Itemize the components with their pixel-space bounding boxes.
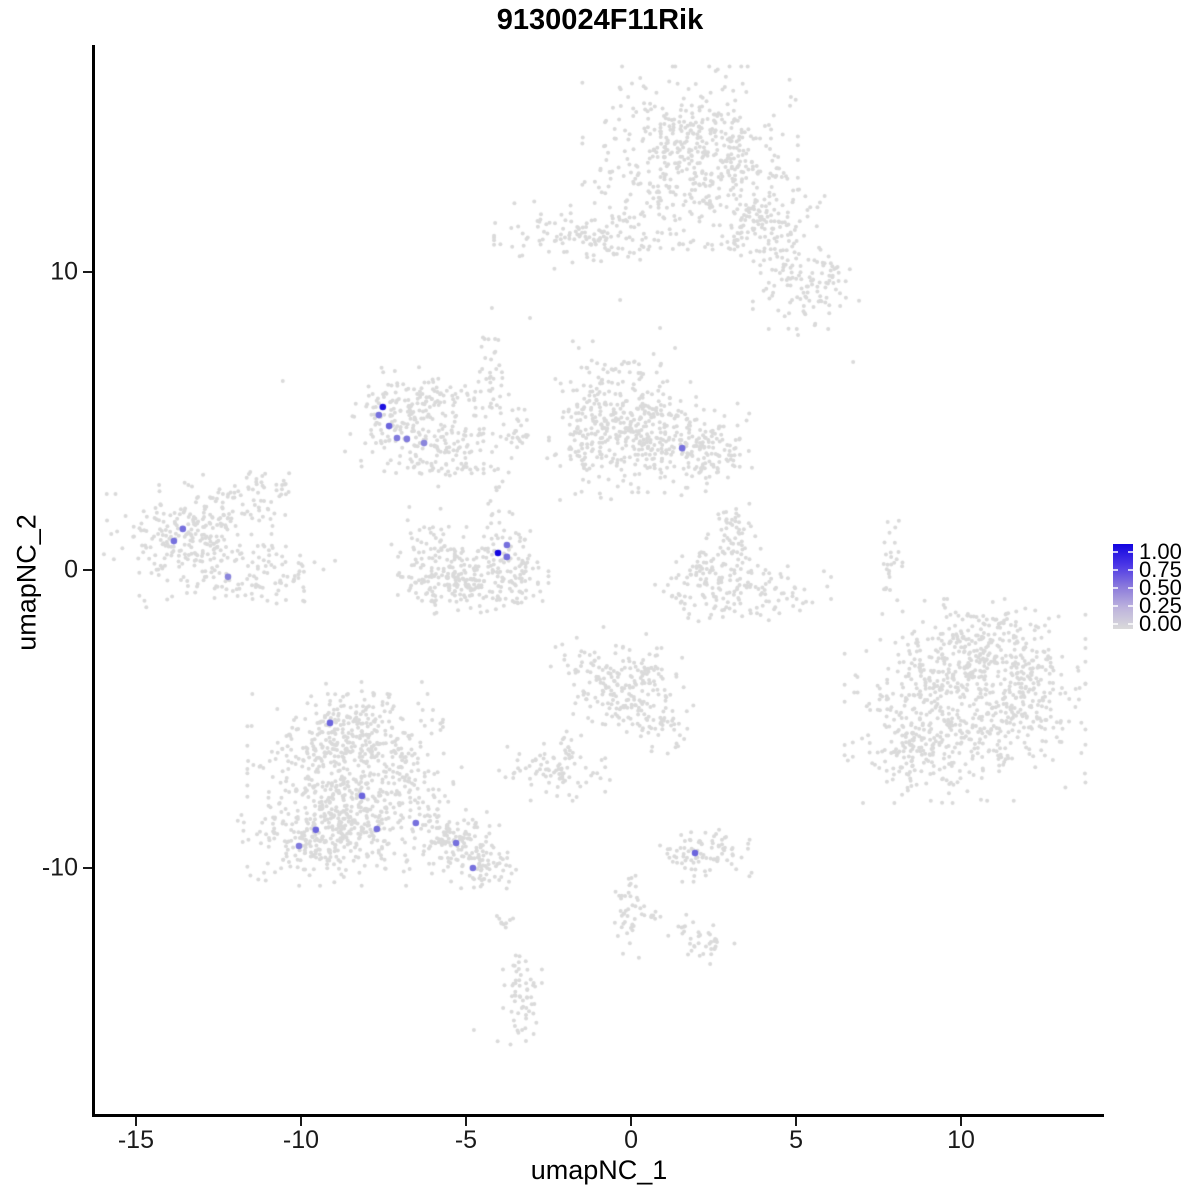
y-tick-mark (83, 271, 92, 274)
x-tick-mark (795, 1117, 798, 1126)
x-tick-mark (299, 1117, 302, 1126)
colorbar-tick-notch (1113, 569, 1118, 571)
colorbar-tick-notch (1128, 605, 1133, 607)
y-tick-label: 10 (50, 257, 78, 286)
colorbar-tick-notch (1113, 623, 1118, 625)
colorbar-tick-label: 0.00 (1139, 611, 1182, 636)
x-tick-mark (630, 1117, 633, 1126)
y-tick-mark (83, 866, 92, 869)
x-tick-label: 0 (624, 1126, 638, 1154)
y-tick-mark (83, 569, 92, 572)
y-axis-line (92, 45, 95, 1117)
x-tick-mark (134, 1117, 137, 1126)
colorbar-tick-notch (1113, 605, 1118, 607)
colorbar-tick-notch (1128, 551, 1133, 553)
colorbar-tick-notch (1113, 587, 1118, 589)
x-tick-label: -15 (117, 1126, 154, 1154)
colorbar-tick-notch (1128, 587, 1133, 589)
x-tick-label: -5 (454, 1126, 478, 1154)
x-axis-line (92, 1114, 1104, 1117)
umap-points-canvas (95, 45, 1103, 1115)
x-tick-label: 5 (789, 1126, 803, 1154)
colorbar-tick-notch (1113, 551, 1118, 553)
x-tick-mark (960, 1117, 963, 1126)
y-axis-title: umapNC_2 (11, 514, 42, 651)
colorbar-tick-label: 0.75 (1139, 557, 1182, 582)
x-tick-label: -10 (282, 1126, 320, 1154)
y-tick-label: 0 (64, 555, 78, 584)
colorbar-tick-label: 0.25 (1139, 593, 1182, 618)
x-tick-mark (464, 1117, 467, 1126)
plot-title: 9130024F11Rik (496, 4, 704, 36)
x-tick-label: 10 (947, 1126, 975, 1154)
x-axis-title: umapNC_1 (530, 1155, 668, 1185)
colorbar-legend: 1.00 0.75 0.50 0.25 0.00 (1113, 539, 1200, 644)
colorbar-tick-notch (1128, 623, 1133, 625)
colorbar-tick-label: 0.50 (1139, 575, 1182, 600)
colorbar-tick-notch (1128, 569, 1133, 571)
colorbar-tick-label: 1.00 (1139, 539, 1182, 564)
y-tick-label: -10 (41, 853, 78, 882)
colorbar-gradient (1113, 544, 1133, 629)
